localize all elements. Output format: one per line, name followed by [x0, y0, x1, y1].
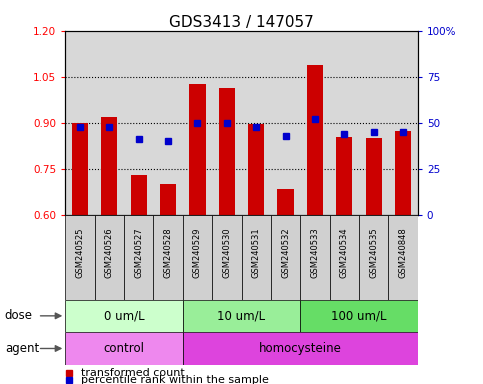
Text: GSM240533: GSM240533: [311, 228, 319, 278]
Text: percentile rank within the sample: percentile rank within the sample: [81, 375, 269, 384]
Title: GDS3413 / 147057: GDS3413 / 147057: [169, 15, 314, 30]
Text: GSM240529: GSM240529: [193, 228, 202, 278]
Text: agent: agent: [5, 342, 39, 355]
Bar: [72, 123, 88, 215]
Text: 0 um/L: 0 um/L: [104, 310, 144, 322]
Text: GSM240534: GSM240534: [340, 228, 349, 278]
Text: GSM240848: GSM240848: [398, 228, 408, 278]
Text: GSM240528: GSM240528: [164, 228, 172, 278]
Text: 10 um/L: 10 um/L: [217, 310, 266, 322]
Bar: [183, 300, 300, 332]
Text: control: control: [103, 342, 144, 355]
Bar: [248, 124, 264, 215]
Bar: [183, 332, 418, 365]
Bar: [300, 300, 418, 332]
Bar: [307, 65, 323, 215]
Text: GSM240535: GSM240535: [369, 228, 378, 278]
Bar: [300, 215, 329, 300]
Bar: [219, 88, 235, 215]
Text: homocysteine: homocysteine: [259, 342, 341, 355]
Bar: [388, 215, 418, 300]
Text: transformed count: transformed count: [81, 368, 185, 378]
Bar: [65, 300, 183, 332]
Bar: [278, 189, 294, 215]
Text: dose: dose: [5, 310, 33, 322]
Bar: [154, 215, 183, 300]
Bar: [271, 215, 300, 300]
Text: GSM240531: GSM240531: [252, 228, 261, 278]
Text: GSM240526: GSM240526: [105, 228, 114, 278]
Bar: [395, 131, 411, 215]
Text: 100 um/L: 100 um/L: [331, 310, 387, 322]
Bar: [130, 175, 147, 215]
Bar: [65, 332, 183, 365]
Bar: [212, 215, 242, 300]
Bar: [160, 184, 176, 215]
Text: GSM240527: GSM240527: [134, 228, 143, 278]
Bar: [124, 215, 154, 300]
Bar: [359, 215, 388, 300]
Bar: [95, 215, 124, 300]
Text: GSM240530: GSM240530: [222, 228, 231, 278]
Bar: [183, 215, 212, 300]
Bar: [366, 138, 382, 215]
Bar: [189, 84, 205, 215]
Bar: [242, 215, 271, 300]
Bar: [101, 117, 117, 215]
Text: GSM240532: GSM240532: [281, 228, 290, 278]
Bar: [65, 215, 95, 300]
Text: GSM240525: GSM240525: [75, 228, 85, 278]
Bar: [336, 137, 353, 215]
Bar: [329, 215, 359, 300]
